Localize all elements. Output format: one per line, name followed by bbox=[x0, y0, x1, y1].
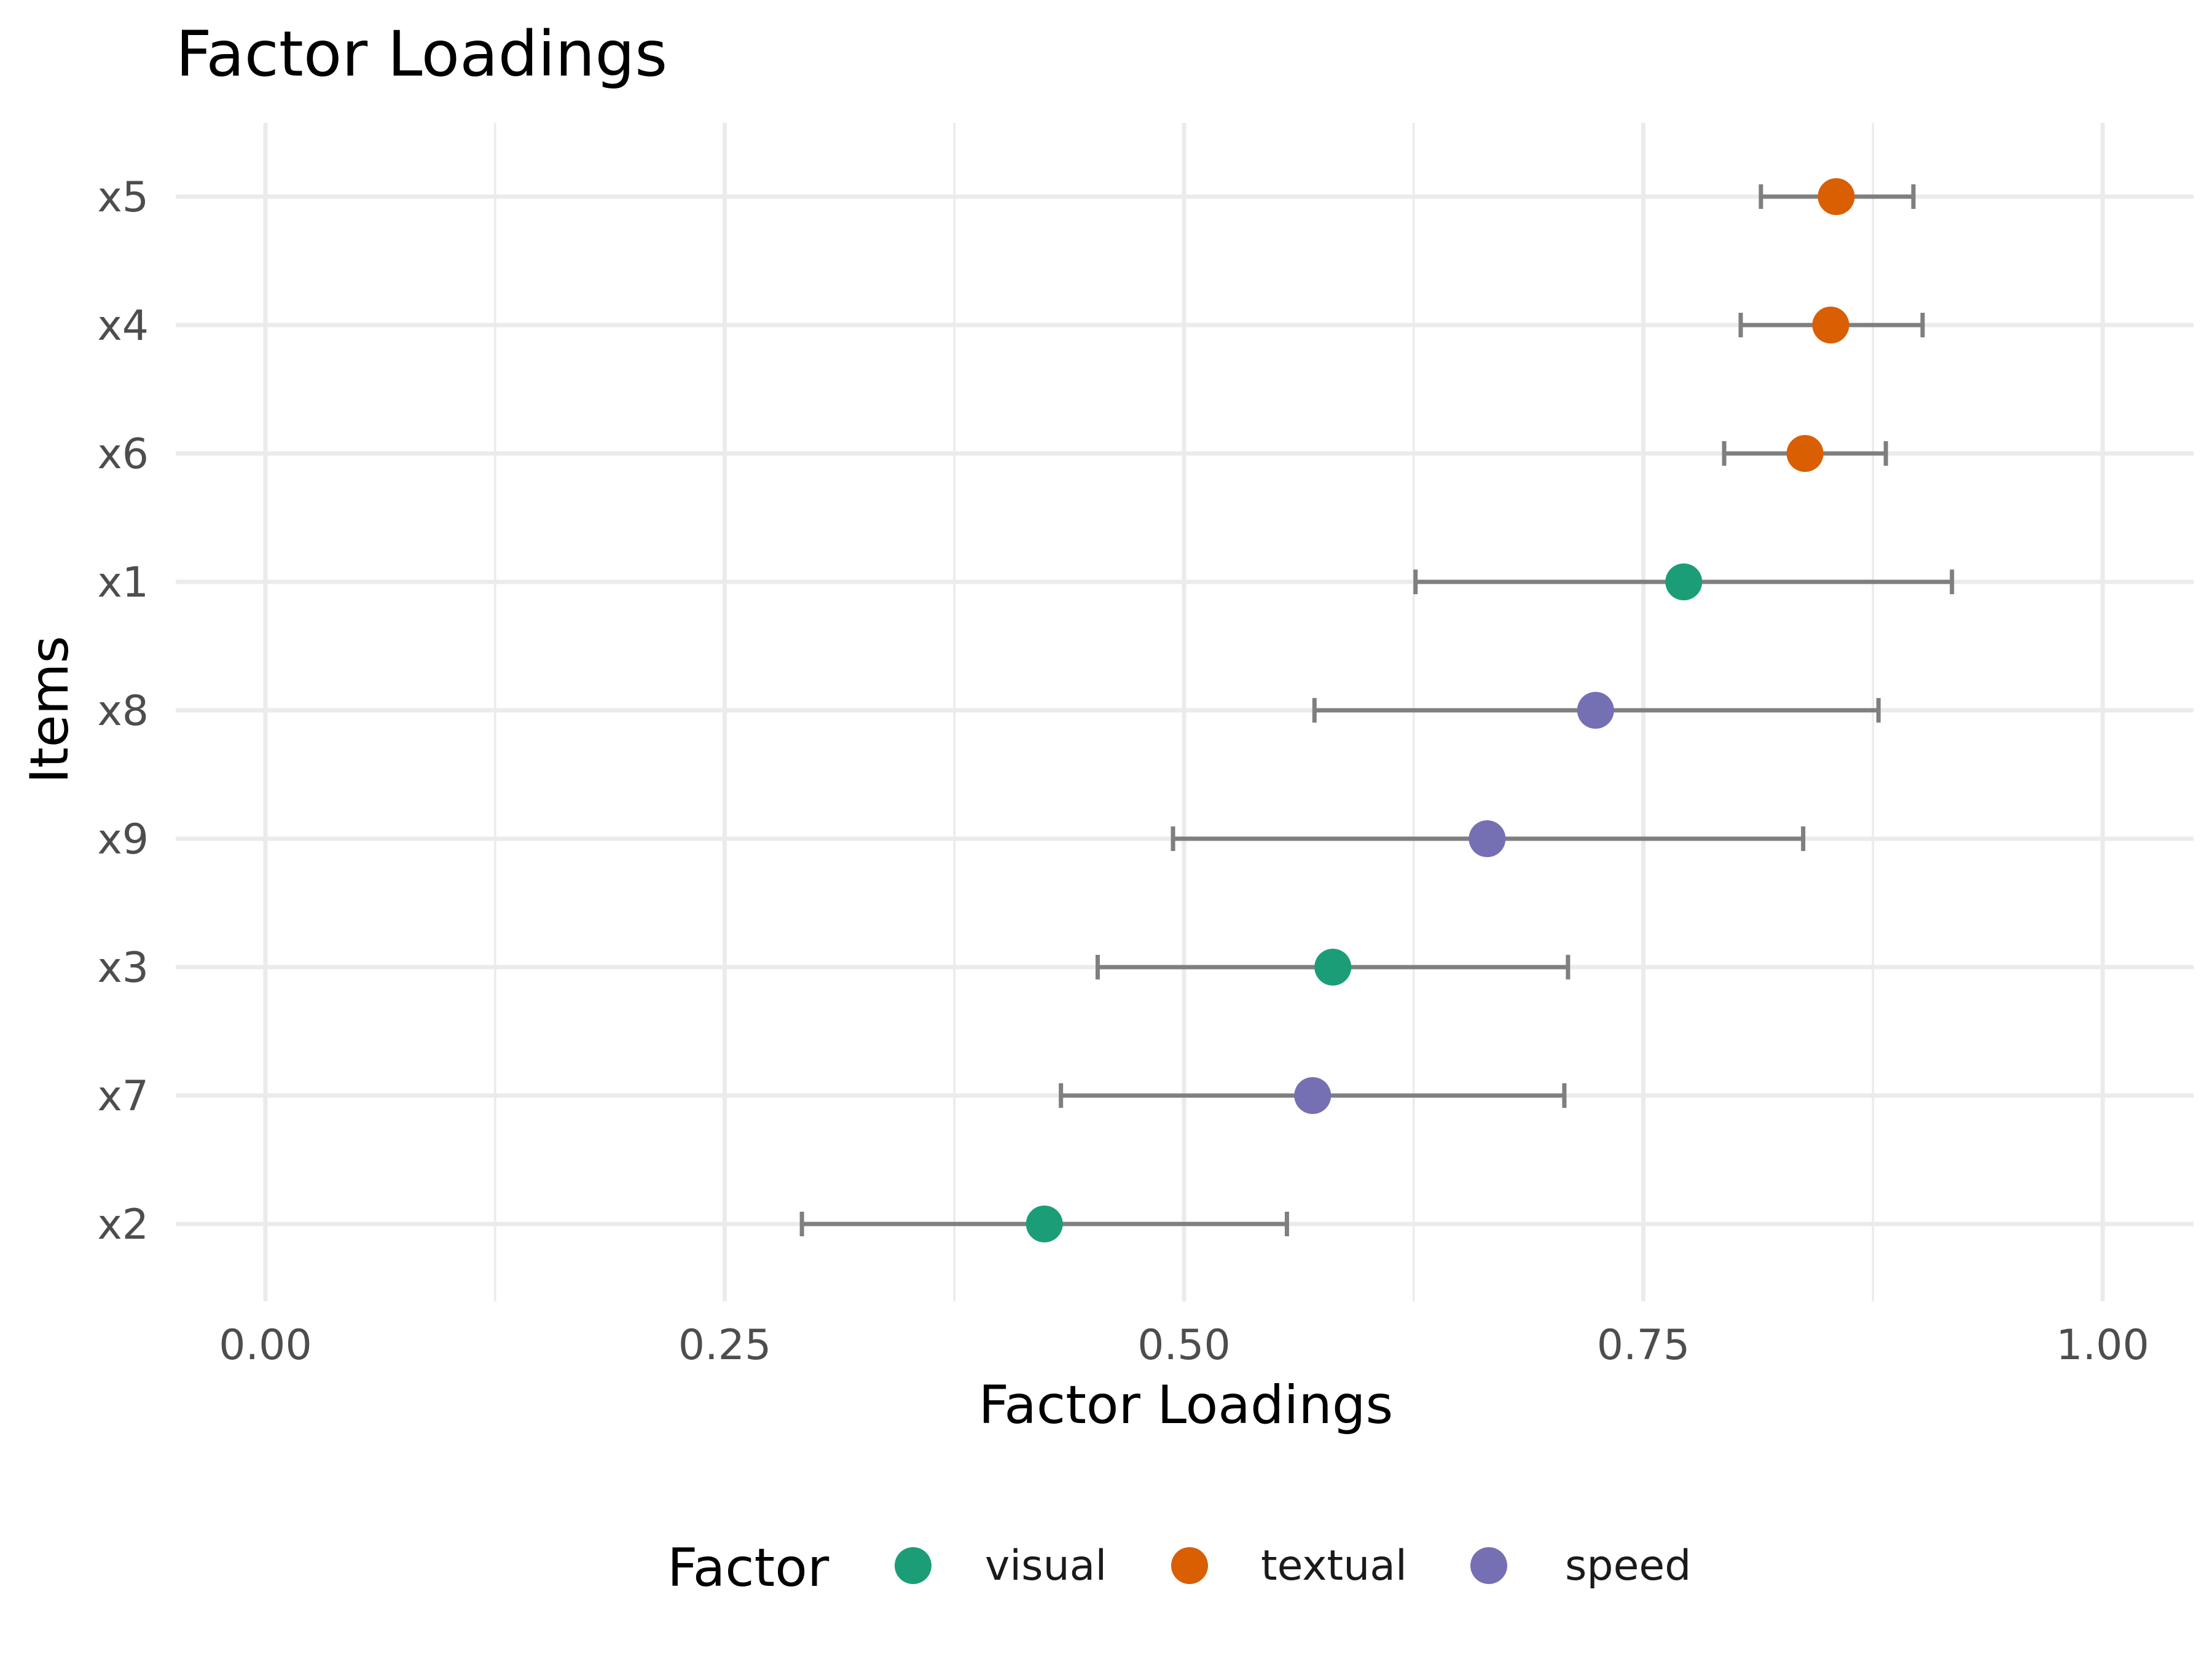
point-x8 bbox=[1577, 692, 1614, 729]
y-axis-tick-labels: x5 x4 x6 x1 x8 x9 x3 x7 x2 bbox=[97, 173, 149, 1249]
y-tick-label: x6 bbox=[97, 430, 149, 479]
legend-label-visual: visual bbox=[985, 1542, 1107, 1590]
points bbox=[1026, 178, 1855, 1242]
grid bbox=[176, 123, 2194, 1301]
y-tick-label: x7 bbox=[97, 1072, 149, 1121]
y-tick-label: x9 bbox=[97, 815, 149, 864]
x-tick-label: 1.00 bbox=[2056, 1321, 2149, 1370]
point-x9 bbox=[1469, 820, 1506, 857]
legend-key-speed bbox=[1470, 1547, 1507, 1584]
point-x5 bbox=[1818, 178, 1855, 215]
point-x3 bbox=[1314, 949, 1352, 986]
x-tick-label: 0.00 bbox=[219, 1321, 312, 1370]
y-tick-label: x4 bbox=[97, 302, 149, 350]
y-tick-label: x5 bbox=[97, 173, 149, 222]
chart-title: Factor Loadings bbox=[176, 18, 667, 91]
y-tick-label: x1 bbox=[97, 559, 149, 607]
x-axis-title: Factor Loadings bbox=[979, 1375, 1394, 1436]
point-x4 bbox=[1812, 307, 1849, 343]
point-x7 bbox=[1294, 1077, 1332, 1114]
x-axis-tick-labels: 0.00 0.25 0.50 0.75 1.00 bbox=[219, 1321, 2149, 1370]
y-tick-label: x2 bbox=[97, 1201, 149, 1249]
legend: Factor visual textual speed bbox=[667, 1537, 1691, 1599]
legend-key-textual bbox=[1171, 1547, 1208, 1584]
y-axis-title: Items bbox=[19, 636, 80, 784]
x-tick-label: 0.50 bbox=[1137, 1321, 1230, 1370]
y-tick-label: x3 bbox=[97, 944, 149, 992]
point-x1 bbox=[1665, 563, 1703, 600]
legend-label-speed: speed bbox=[1565, 1542, 1691, 1590]
point-x2 bbox=[1026, 1206, 1063, 1242]
legend-key-visual bbox=[895, 1547, 931, 1584]
legend-title: Factor bbox=[667, 1537, 830, 1599]
x-tick-label: 0.25 bbox=[678, 1321, 771, 1370]
x-tick-label: 0.75 bbox=[1597, 1321, 1690, 1370]
point-x6 bbox=[1786, 435, 1824, 472]
legend-label-textual: textual bbox=[1261, 1542, 1407, 1590]
y-tick-label: x8 bbox=[97, 687, 149, 735]
